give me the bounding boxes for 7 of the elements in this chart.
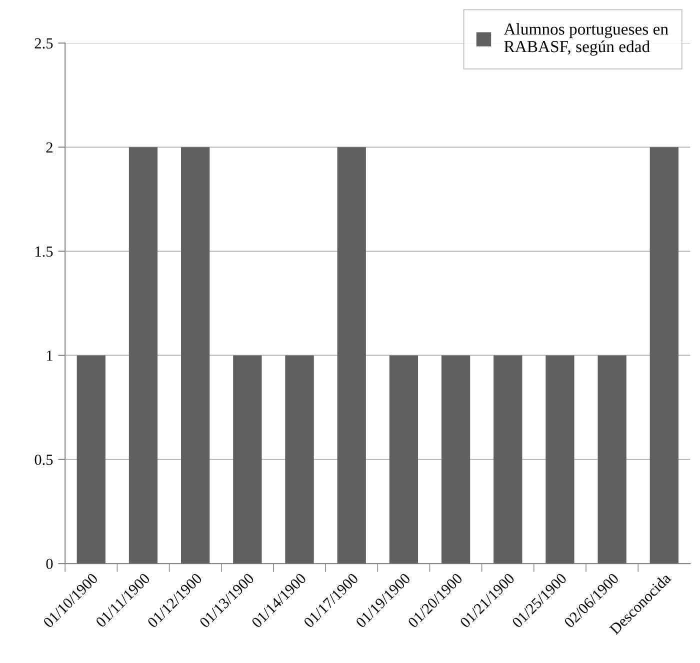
y-tick-label: 1.5 — [36, 246, 53, 257]
y-tick-label: 2.5 — [34, 38, 53, 49]
y-tick-label: 1 — [47, 350, 52, 361]
legend-label: Alumnos portugueses en RABASF, según edad — [504, 22, 668, 56]
y-tick-label: 2 — [46, 142, 52, 152]
y-tick-label: 0 — [46, 558, 53, 569]
y-tick-label: 0.5 — [34, 454, 53, 465]
